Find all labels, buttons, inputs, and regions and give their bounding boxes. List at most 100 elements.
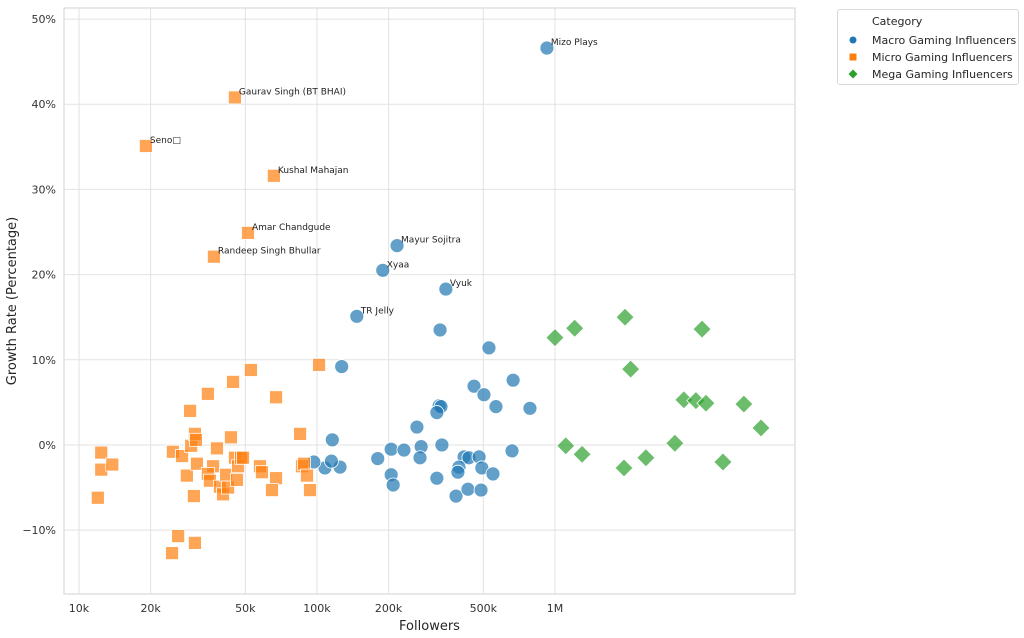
data-point-micro <box>293 426 307 441</box>
data-point-macro <box>488 399 504 415</box>
data-point-macro <box>429 405 445 420</box>
point-annotation: Seno□ <box>150 136 181 146</box>
point-annotation: Randeep Singh Bhullar <box>218 247 321 257</box>
y-tick-label: 0% <box>39 439 56 452</box>
x-tick-label: 50k <box>235 602 256 615</box>
data-point-macro <box>324 453 339 469</box>
data-point-mega <box>734 394 754 414</box>
data-point-mega <box>713 452 733 472</box>
legend-label: Macro Gaming Influencers <box>872 33 1017 47</box>
data-point-macro <box>539 40 555 56</box>
legend-item-macro: Macro Gaming Influencers <box>848 32 1016 48</box>
circle-marker-icon <box>849 36 857 44</box>
data-point-mega <box>621 359 641 379</box>
plot-area <box>63 7 796 595</box>
point-annotation: Gaurav Singh (BT BHAI) <box>239 87 346 97</box>
data-point-macro <box>450 464 466 480</box>
data-point-mega <box>614 458 634 478</box>
legend-label: Micro Gaming Influencers <box>872 50 1013 64</box>
point-annotation: Kushal Mahajan <box>278 166 349 176</box>
x-tick-label: 20k <box>140 602 161 615</box>
data-point-micro <box>269 471 283 486</box>
data-point-macro <box>460 481 476 497</box>
data-point-macro <box>396 442 412 458</box>
y-tick-label: 30% <box>32 183 56 196</box>
diamond-marker-icon <box>848 69 858 79</box>
data-point-macro <box>429 470 445 486</box>
data-point-micro <box>165 546 179 561</box>
data-point-mega <box>545 328 565 348</box>
data-point-macro <box>466 378 482 394</box>
data-point-micro <box>188 535 202 550</box>
data-point-mega <box>556 436 576 456</box>
data-point-micro <box>265 483 279 497</box>
data-point-micro <box>269 390 283 405</box>
data-point-mega <box>636 448 656 468</box>
data-point-mega <box>674 390 694 410</box>
data-point-macro <box>473 482 489 498</box>
x-tick-label: 200k <box>375 602 403 615</box>
data-point-micro <box>189 432 203 447</box>
data-point-macro <box>409 419 425 435</box>
data-point-micro <box>210 441 224 456</box>
data-point-micro <box>228 90 242 105</box>
data-point-macro <box>481 340 497 356</box>
data-point-mega <box>696 393 716 413</box>
data-point-macro <box>389 238 405 254</box>
data-point-mega <box>692 319 712 339</box>
data-point-micro <box>236 450 250 465</box>
data-point-micro <box>226 375 240 389</box>
legend-label: Mega Gaming Influencers <box>872 67 1013 81</box>
data-point-macro <box>412 450 428 466</box>
data-point-mega <box>565 318 585 338</box>
data-point-micro <box>94 445 109 460</box>
data-point-micro <box>312 357 326 372</box>
legend-title: Category <box>872 15 923 28</box>
data-point-mega <box>572 444 592 464</box>
data-point-macro <box>505 372 521 388</box>
data-point-macro <box>370 451 386 466</box>
data-point-macro <box>476 387 492 403</box>
data-point-micro <box>230 472 244 487</box>
data-point-macro <box>375 262 391 278</box>
data-point-micro <box>266 168 281 183</box>
data-point-macro <box>438 281 454 297</box>
data-point-micro <box>138 139 153 153</box>
data-point-micro <box>300 468 314 483</box>
data-point-macro <box>324 432 340 448</box>
point-annotation: Vyuk <box>450 279 473 289</box>
data-point-micro <box>255 465 269 480</box>
data-point-macro <box>432 322 448 338</box>
legend: Category Macro Gaming Influencers Micro … <box>837 9 1019 85</box>
point-annotation: Mayur Sojitra <box>401 236 461 246</box>
square-marker-icon <box>849 53 857 61</box>
data-point-micro <box>200 386 215 401</box>
data-point-mega <box>665 433 685 453</box>
x-tick-label: 1M <box>547 602 564 615</box>
y-tick-label: 10% <box>32 354 56 367</box>
data-point-micro <box>224 430 238 445</box>
data-point-micro <box>207 249 221 264</box>
data-point-macro <box>383 441 399 457</box>
x-tick-label: 500k <box>470 602 498 615</box>
data-point-macro <box>385 477 401 493</box>
data-point-micro <box>241 225 255 240</box>
point-annotation: TR Jelly <box>360 306 395 316</box>
data-point-micro <box>105 457 120 472</box>
point-annotation: Amar Chandgude <box>252 223 331 233</box>
x-tick-label: 100k <box>303 602 331 615</box>
point-annotation: Xyaa <box>387 260 410 270</box>
data-point-micro <box>190 456 204 471</box>
data-point-micro <box>171 529 186 543</box>
data-point-macro <box>522 400 538 416</box>
x-axis-label: Followers <box>399 619 460 634</box>
data-point-macro <box>434 437 450 453</box>
y-axis-label: Growth Rate (Percentage) <box>5 217 20 385</box>
data-point-macro <box>504 443 520 459</box>
data-point-micro <box>303 483 317 497</box>
data-point-micro <box>187 489 201 503</box>
data-point-micro <box>175 449 189 463</box>
y-tick-label: 40% <box>32 98 56 111</box>
data-point-micro <box>296 456 311 471</box>
